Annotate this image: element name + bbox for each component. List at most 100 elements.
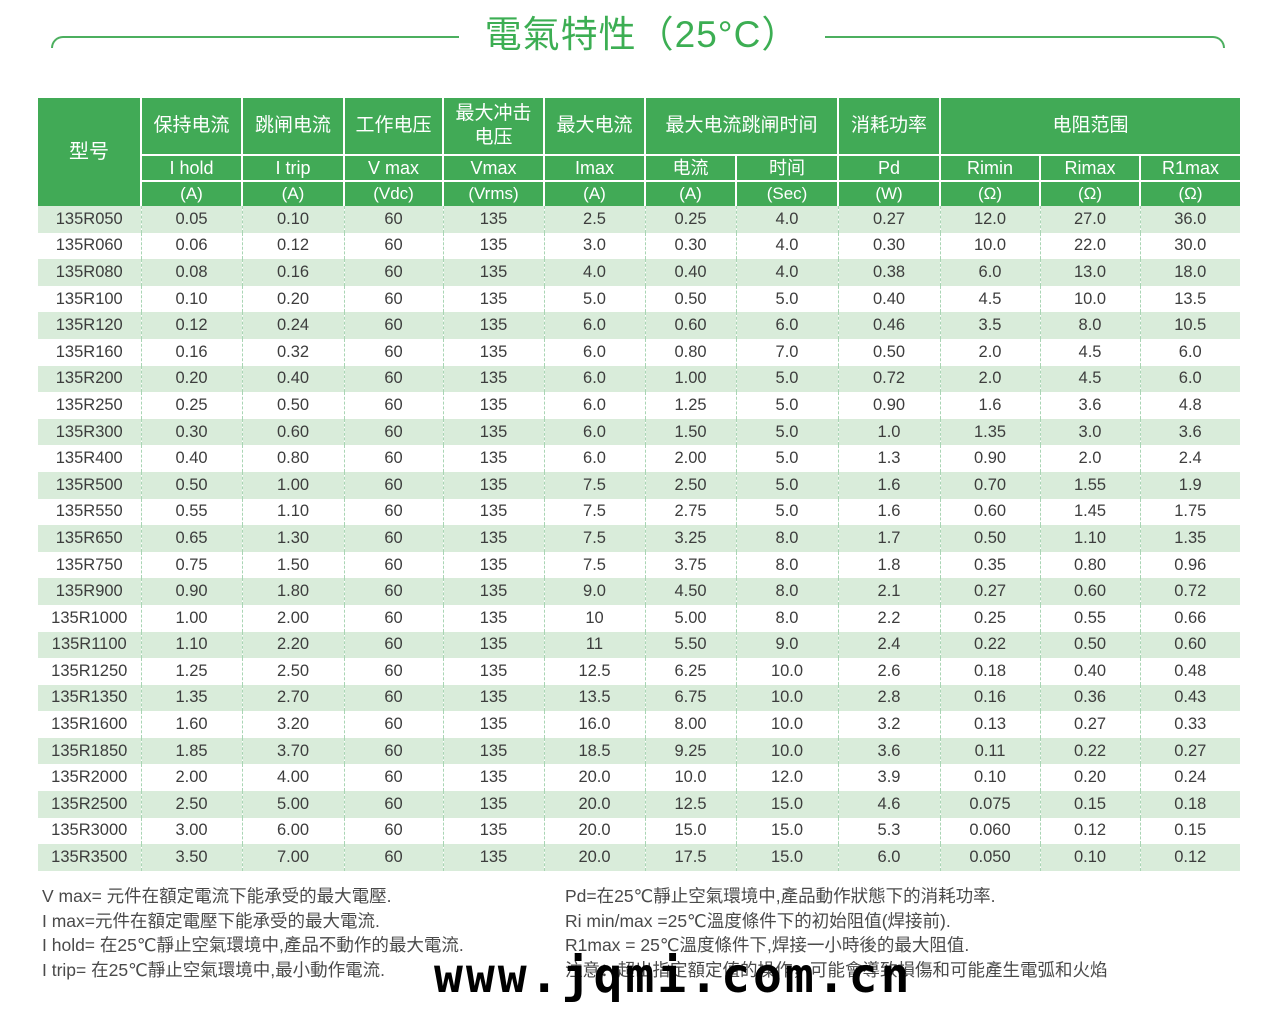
col-sub-ihold: I hold: [140, 154, 242, 181]
value-cell: 10.0: [644, 764, 736, 792]
value-cell: 0.43: [1139, 684, 1241, 712]
value-cell: 1.7: [837, 525, 941, 552]
value-cell: 6.0: [735, 312, 839, 339]
value-cell: 10.0: [735, 737, 839, 765]
value-cell: 0.22: [1039, 737, 1141, 765]
value-cell: 0.18: [939, 658, 1041, 685]
value-cell: 0.66: [1139, 604, 1241, 632]
value-cell: 1.80: [241, 578, 344, 605]
col-sub-rimin: Rimin: [939, 154, 1041, 181]
value-cell: 2.1: [837, 578, 941, 605]
table-row: 135R500 0.50 1.00 60 135 7.5 2.50 5.0 1.6 0.70 1.5…: [38, 471, 1241, 499]
value-cell: 0.40: [1039, 658, 1141, 685]
table-body: 135R050 0.05 0.10 60 135 2.5 0.25 4.0 0.27 12.0 27…: [38, 206, 1241, 871]
value-cell: 0.55: [1039, 604, 1141, 632]
electrical-characteristics-table: 型号 保持电流 跳闸电流 工作电压 最大冲击电压 最大电流 最大电流跳闸时间 消…: [38, 98, 1241, 871]
value-cell: 0.75: [140, 551, 242, 579]
value-cell: 17.5: [644, 844, 736, 871]
value-cell: 0.80: [1039, 551, 1141, 579]
value-cell: 1.50: [241, 551, 344, 579]
model-cell: 135R2500: [38, 791, 141, 818]
col-sub-imax: Imax: [543, 154, 645, 181]
model-cell: 135R1350: [38, 684, 141, 712]
value-cell: 7.5: [543, 551, 645, 579]
value-cell: 4.0: [735, 259, 839, 286]
value-cell: 20.0: [543, 844, 645, 871]
value-cell: 2.2: [837, 604, 941, 632]
col-unit-imax: (A): [543, 180, 645, 206]
value-cell: 0.50: [140, 471, 242, 499]
table-row: 135R1350 1.35 2.70 60 135 13.5 6.75 10.0 2.8 0.16…: [38, 684, 1241, 712]
value-cell: 135: [442, 206, 544, 233]
value-cell: 0.15: [1139, 817, 1241, 845]
value-cell: 0.12: [241, 232, 344, 260]
value-cell: 5.0: [735, 285, 839, 313]
value-cell: 135: [442, 711, 544, 738]
value-cell: 0.90: [140, 578, 242, 605]
value-cell: 8.0: [735, 525, 839, 552]
model-cell: 135R1250: [51, 661, 128, 680]
value-cell: 6.00: [241, 817, 344, 845]
col-group-max-surge-voltage: 最大冲击电压: [442, 98, 544, 155]
value-cell: 135: [442, 312, 544, 339]
value-cell: 60: [343, 206, 443, 233]
value-cell: 10.0: [735, 684, 839, 712]
col-unit-r1max: (Ω): [1139, 180, 1241, 206]
col-group-resistance-range: 电阻范围: [939, 98, 1241, 155]
value-cell: 0.50: [939, 525, 1041, 552]
value-cell: 4.50: [644, 578, 736, 605]
footnote-imax: I max=元件在額定電壓下能承受的最大電流.: [42, 910, 380, 931]
value-cell: 0.13: [939, 711, 1041, 738]
value-cell: 0.48: [1139, 658, 1241, 685]
value-cell: 7.0: [735, 338, 839, 366]
value-cell: 0.30: [644, 232, 736, 260]
value-cell: 1.3: [837, 445, 941, 472]
value-cell: 135: [442, 392, 544, 419]
model-cell: 135R080: [38, 259, 141, 286]
value-cell: 0.05: [140, 206, 242, 233]
model-cell: 135R550: [55, 502, 123, 521]
value-cell: 6.0: [543, 445, 645, 472]
col-group-max-trip-time: 最大电流跳闸时间: [643, 98, 839, 155]
value-cell: 0.18: [1139, 791, 1241, 818]
value-cell: 135: [442, 365, 544, 393]
value-cell: 3.0: [1039, 418, 1141, 446]
value-cell: 13.5: [1139, 285, 1241, 313]
value-cell: 8.0: [735, 551, 839, 579]
value-cell: 60: [343, 259, 443, 286]
value-cell: 2.50: [241, 658, 344, 685]
value-cell: 0.32: [241, 338, 344, 366]
value-cell: 0.12: [1139, 844, 1241, 871]
col-sub-trip-time: 时间: [734, 154, 839, 181]
table-row: 135R650 0.65 1.30 60 135 7.5 3.25 8.0 1.7 0.50 1.1…: [38, 525, 1241, 552]
value-cell: 4.5: [1039, 338, 1141, 366]
value-cell: 18.5: [543, 737, 645, 765]
value-cell: 0.35: [939, 551, 1041, 579]
value-cell: 3.0: [543, 232, 645, 260]
value-cell: 3.70: [241, 737, 344, 765]
value-cell: 20.0: [543, 764, 645, 792]
value-cell: 0.60: [644, 312, 736, 339]
value-cell: 60: [343, 392, 443, 419]
col-unit-rimax: (Ω): [1039, 180, 1141, 206]
value-cell: 6.75: [644, 684, 736, 712]
value-cell: 1.35: [939, 418, 1041, 446]
value-cell: 60: [343, 525, 443, 552]
value-cell: 0.06: [140, 232, 242, 260]
value-cell: 1.75: [1139, 498, 1241, 526]
table-row: 135R2500 2.50 5.00 60 135 20.0 12.5 15.0 4.6 0.07…: [38, 791, 1241, 818]
value-cell: 0.30: [837, 232, 941, 260]
value-cell: 22.0: [1039, 232, 1141, 260]
value-cell: 1.10: [1039, 525, 1141, 552]
value-cell: 12.5: [644, 791, 736, 818]
value-cell: 1.6: [837, 471, 941, 499]
value-cell: 3.6: [1139, 418, 1241, 446]
value-cell: 9.0: [735, 631, 839, 659]
value-cell: 60: [343, 604, 443, 632]
title-section: 電氣特性（25°C）: [0, 10, 1276, 60]
value-cell: 0.24: [241, 312, 344, 339]
value-cell: 1.10: [140, 631, 242, 659]
col-group-operating-voltage: 工作电压: [343, 98, 443, 155]
value-cell: 7.5: [543, 471, 645, 499]
value-cell: 7.00: [241, 844, 344, 871]
